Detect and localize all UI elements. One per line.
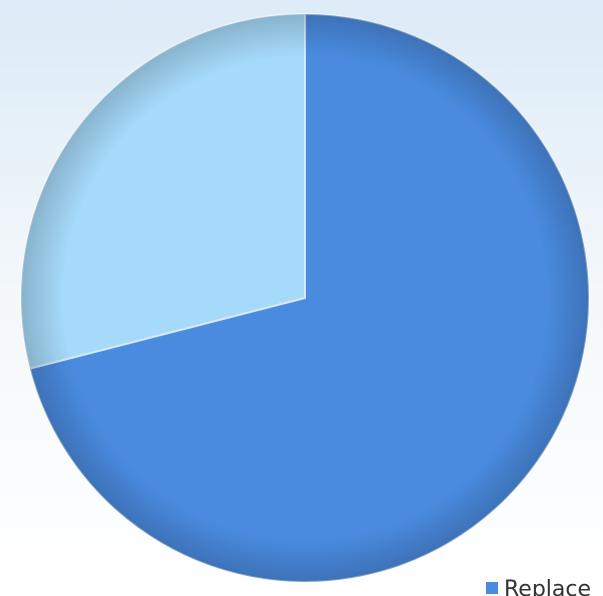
legend-swatch — [486, 582, 498, 594]
legend-label: Replace — [504, 577, 591, 596]
